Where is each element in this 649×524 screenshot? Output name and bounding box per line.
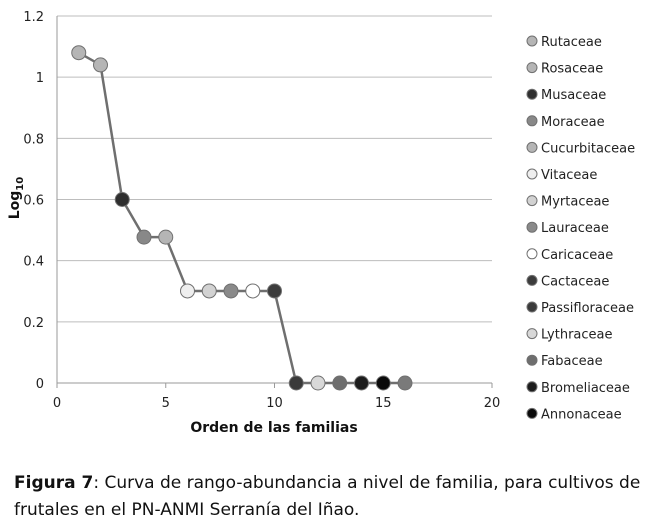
data-point-annonaceae	[375, 375, 391, 391]
legend-label: Fabaceae	[541, 354, 603, 369]
data-point-lauraceae	[223, 283, 239, 299]
x-tick-label: 10	[266, 396, 283, 411]
legend-marker	[526, 407, 538, 419]
legend-label: Rutaceae	[541, 35, 602, 50]
data-point-myrtaceae	[201, 283, 217, 299]
y-tick-label: 0	[36, 377, 44, 392]
data-point-lythraceae	[310, 375, 326, 391]
tick-labels: 0 5 10 15 20 0 0.2 0.4 0.6 0.8 1 1.2	[23, 10, 500, 411]
legend-label: Musaceae	[541, 88, 606, 103]
legend-marker	[526, 141, 538, 153]
rank-abundance-line	[78, 51, 405, 385]
x-tick-label: 5	[162, 396, 170, 411]
legend-marker	[526, 354, 538, 366]
series-line	[78, 51, 405, 385]
legend-label: Cucurbitaceae	[541, 141, 635, 156]
legend-marker	[526, 301, 538, 313]
y-tick-label: 0.2	[23, 316, 44, 331]
data-point-fabaceae	[332, 375, 348, 391]
y-axis-title-subscript: 10	[15, 177, 26, 191]
legend-label: Bromeliaceae	[541, 381, 630, 396]
legend-marker	[526, 248, 538, 260]
x-tick-label: 15	[375, 396, 392, 411]
x-axis-title: Orden de las familias	[190, 420, 357, 436]
legend-marker	[526, 115, 538, 127]
legend: Rutaceae Rosaceae Musaceae Moraceae Cucurbit…	[526, 35, 635, 422]
rank-abundance-chart: 0 5 10 15 20 0 0.2 0.4 0.6 0.8 1 1.2 Rutaceae Rosace…	[7, 10, 635, 436]
legend-label: Caricaceae	[541, 248, 613, 263]
legend-label: Moraceae	[541, 115, 605, 130]
data-point-rosaceae	[93, 57, 108, 73]
y-axis-title: Log10	[7, 177, 26, 220]
legend-marker	[526, 168, 538, 180]
legend-marker	[526, 274, 538, 286]
legend-label: Cactaceae	[541, 274, 609, 289]
data-point-vitaceae	[180, 283, 195, 299]
data-point-caricaceae	[245, 283, 261, 299]
legend-label: Myrtaceae	[541, 195, 609, 210]
data-point-passifloraceae	[288, 375, 304, 391]
legend-marker	[526, 328, 538, 340]
legend-marker	[526, 88, 538, 100]
data-points	[71, 45, 413, 391]
caption-label: Figura 7	[14, 473, 94, 493]
y-tick-label: 1	[36, 71, 44, 86]
y-axis-title-main: Log	[7, 191, 23, 220]
legend-marker	[526, 62, 538, 74]
data-point-cactaceae	[267, 283, 282, 299]
data-point-musaceae	[114, 192, 130, 207]
gridlines	[57, 15, 492, 323]
data-point-cucurbitaceae	[158, 229, 174, 245]
legend-marker	[526, 381, 538, 393]
data-point-unlabeled	[397, 375, 413, 391]
legend-label: Passifloraceae	[541, 301, 634, 316]
legend-marker	[526, 195, 538, 207]
y-tick-label: 0.6	[23, 194, 44, 209]
legend-label: Annonaceae	[541, 407, 622, 422]
figure-caption: Figura 7: Curva de rango-abundancia a ni…	[14, 470, 644, 524]
legend-marker	[526, 35, 538, 47]
x-tick-label: 0	[53, 396, 61, 411]
y-tick-label: 1.2	[23, 10, 44, 25]
x-tick-label: 20	[484, 396, 501, 411]
legend-label: Lauraceae	[541, 221, 609, 236]
legend-label: Vitaceae	[541, 168, 597, 183]
caption-text: : Curva de rango-abundancia a nivel de f…	[14, 473, 641, 520]
legend-label: Rosaceae	[541, 62, 603, 77]
legend-label: Lythraceae	[541, 328, 613, 343]
data-point-rutaceae	[71, 45, 87, 61]
y-tick-label: 0.4	[23, 255, 44, 270]
y-tick-label: 0.8	[23, 132, 44, 147]
data-point-moraceae	[136, 229, 152, 245]
legend-marker	[526, 221, 538, 233]
data-point-bromeliaceae	[354, 375, 369, 391]
